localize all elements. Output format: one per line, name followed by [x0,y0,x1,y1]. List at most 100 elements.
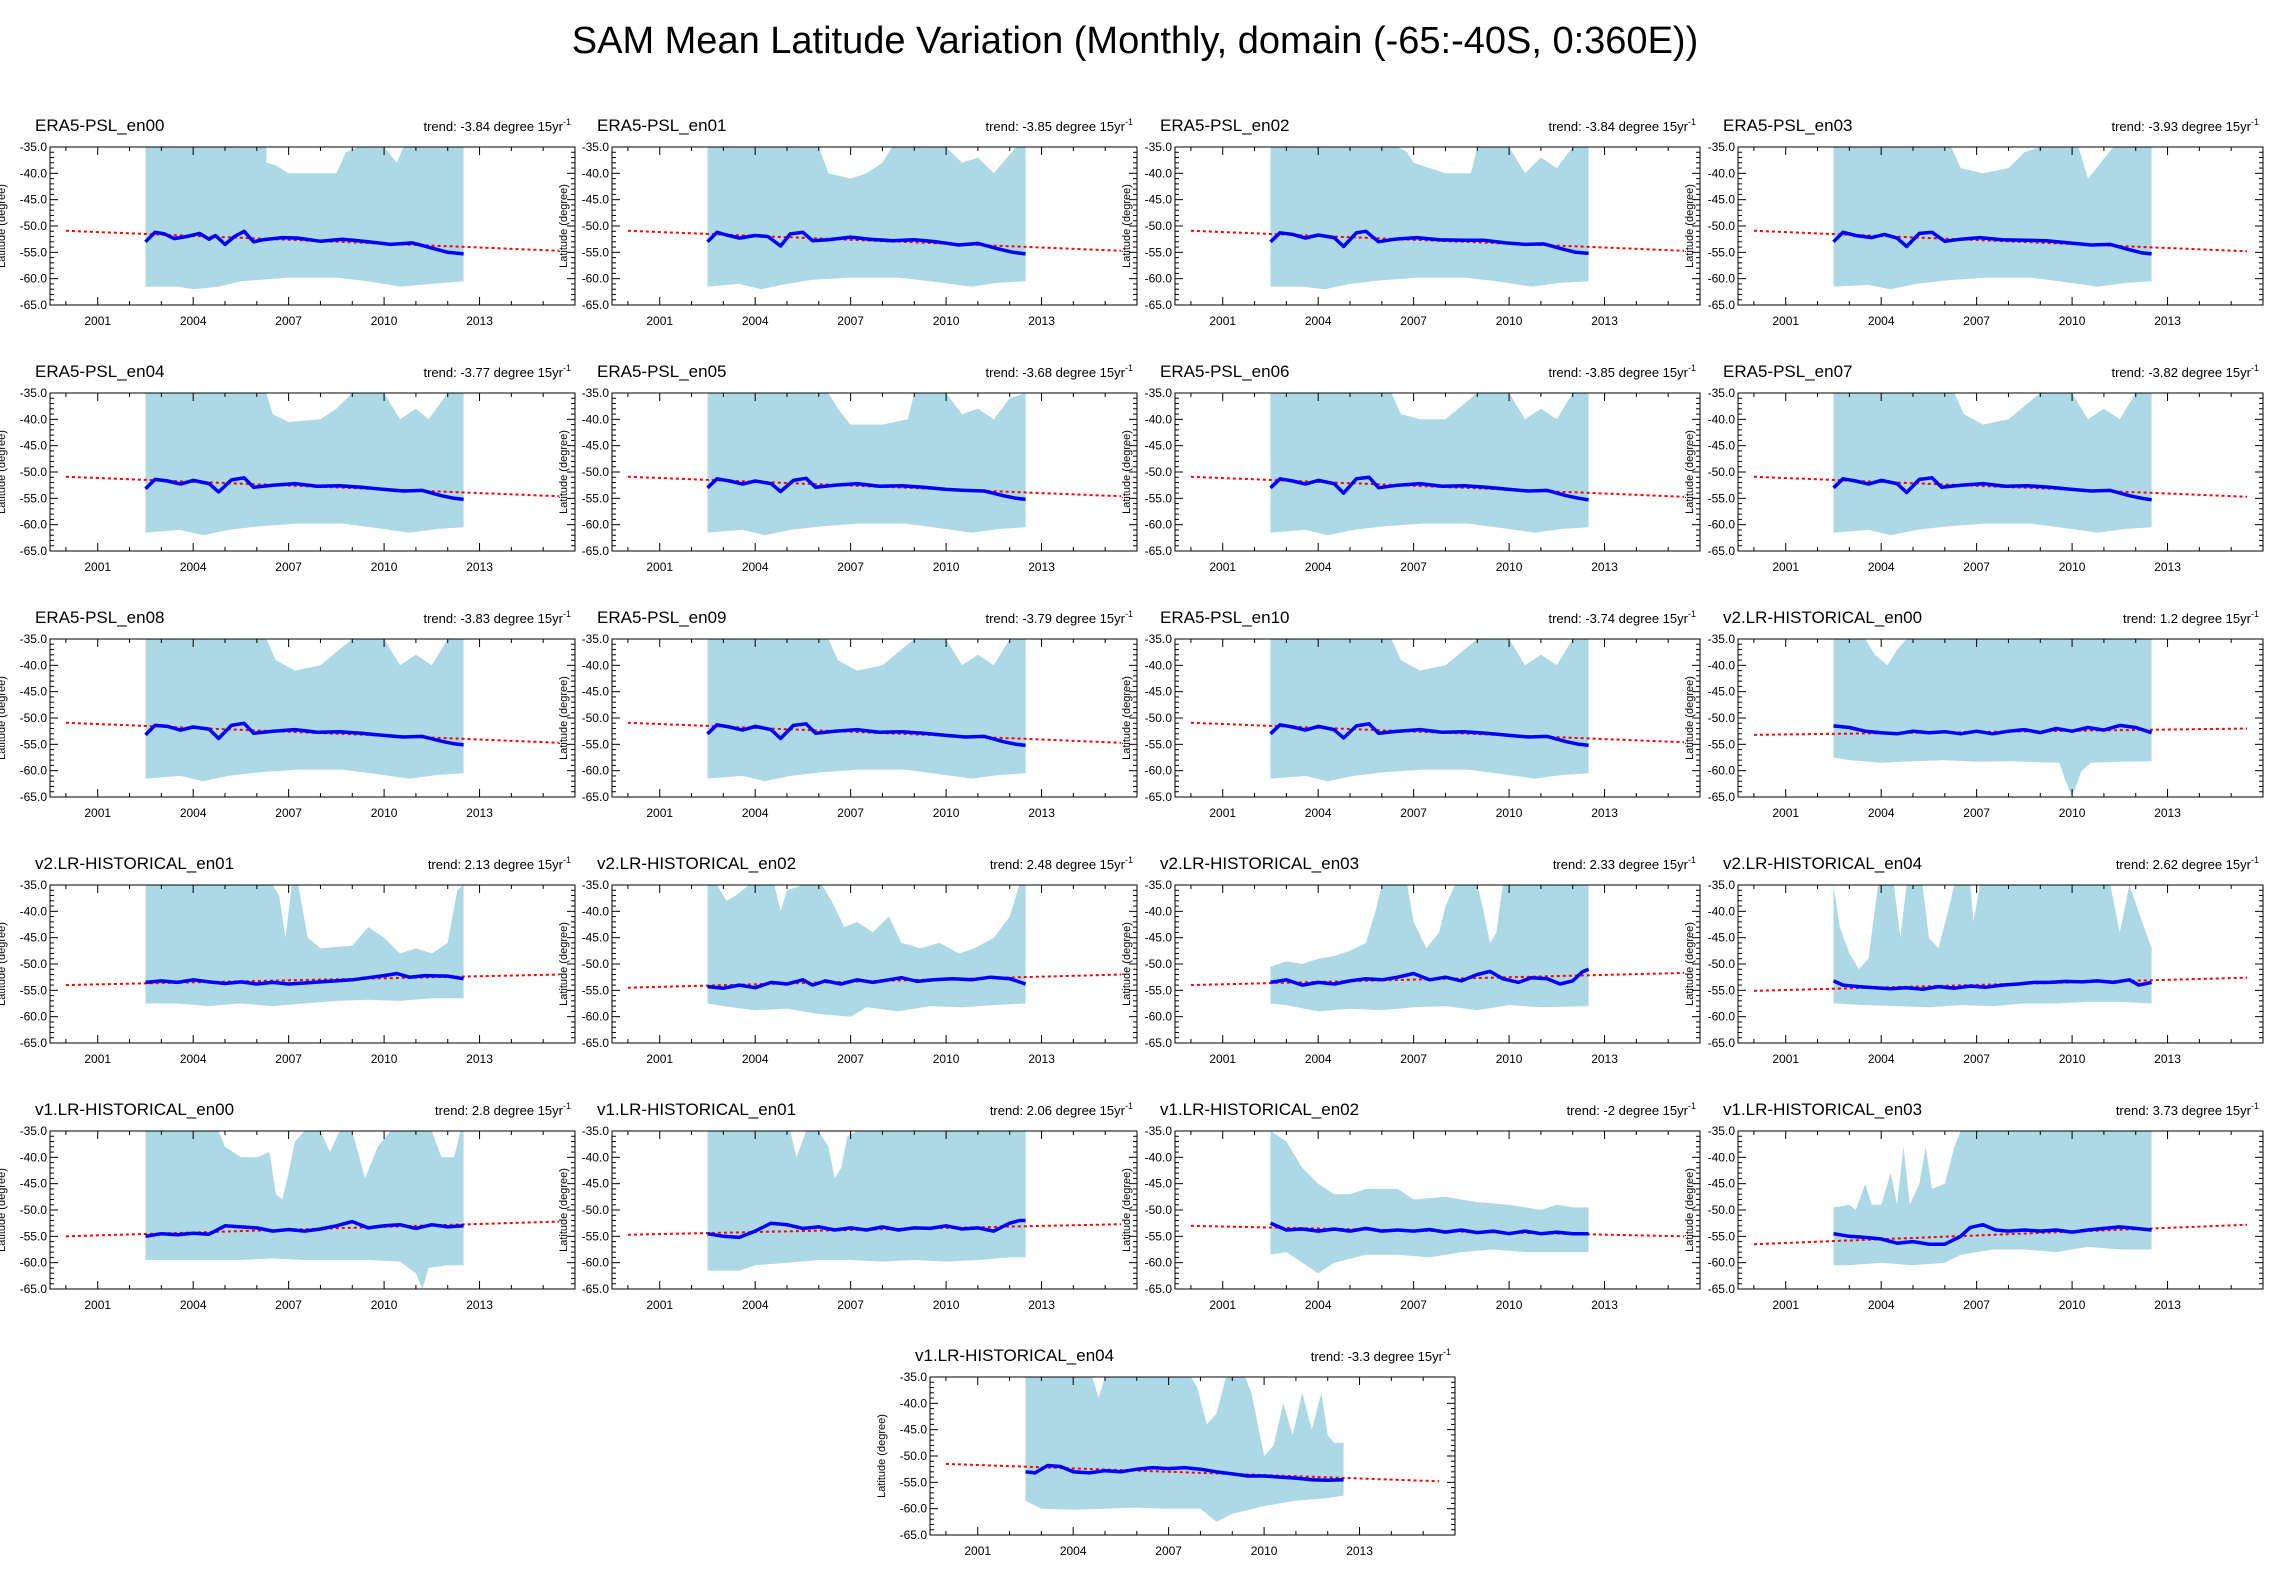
mean-line [144,476,464,502]
y-tick-label: -65.0 [20,544,48,558]
y-tick-label: -65.0 [1145,298,1173,312]
trend-prefix: trend: [423,365,460,380]
x-tick-label: 2004 [1868,560,1895,574]
y-tick-label: -55.0 [582,983,610,997]
trend-exponent: -1 [2251,609,2259,619]
x-tick-label: 2013 [1591,1298,1618,1312]
x-tick-label: 2001 [1209,1052,1236,1066]
x-tick-label: 2013 [2154,560,2181,574]
y-tick-label: -45.0 [582,193,610,207]
y-tick-label: -40.0 [582,1150,610,1164]
y-tick-label: -60.0 [20,518,48,532]
y-tick-label: -40.0 [582,166,610,180]
y-axis-label: Latitude (degree) [1121,184,1133,268]
trend-prefix: trend: [985,611,1022,626]
chart-panel: -35.0 -40.0 -45.0 -50.0 -55.0 -60.0 -65.0 2001 2… [558,116,1138,328]
x-tick-label: 2001 [1772,1052,1799,1066]
x-tick-label: 2013 [1028,560,1055,574]
y-tick-label: -40.0 [582,658,610,672]
trend-unit: degree 15yr [1052,365,1126,380]
x-tick-label: 2004 [1868,1298,1895,1312]
x-tick-label: 2010 [1496,1052,1523,1066]
mean-line [144,229,464,256]
panel-title: v1.LR-HISTORICAL_en03 [1723,1100,1922,1119]
y-tick-label: -65.0 [582,298,610,312]
y-tick-label: -40.0 [900,1396,928,1410]
y-tick-label: -45.0 [1708,193,1736,207]
panel-title: ERA5-PSL_en06 [1160,362,1289,381]
trend-value: -3.3 [1348,1349,1370,1364]
panel-title: v1.LR-HISTORICAL_en01 [597,1100,796,1119]
trend-value: -3.77 [460,365,490,380]
y-tick-label: -65.0 [900,1528,928,1542]
y-tick-label: -60.0 [1145,518,1173,532]
y-axis-label: Latitude (degree) [1121,1168,1133,1252]
x-tick-label: 2007 [275,806,302,820]
chart-panel: -35.0 -40.0 -45.0 -50.0 -55.0 -60.0 -65.0 2001 2… [558,1100,1138,1312]
y-axis-label: Latitude (degree) [1684,922,1696,1006]
y-tick-label: -55.0 [1708,245,1736,259]
mean-line [1269,475,1589,502]
y-tick-label: -50.0 [1145,957,1173,971]
x-tick-label: 2010 [2059,1052,2086,1066]
trend-value: 2.48 [1027,857,1052,872]
trend-label: trend: -3.77 degree 15yr-1 [423,363,571,380]
trend-line [1753,1223,2248,1246]
trend-unit: degree 15yr [1052,1103,1126,1118]
y-tick-label: -40.0 [1708,1150,1736,1164]
x-tick-label: 2004 [1060,1544,1087,1558]
trend-unit: degree 15yr [1615,857,1689,872]
x-tick-label: 2013 [1028,1052,1055,1066]
y-axis-label: Latitude (degree) [0,184,8,268]
mean-line [144,721,464,747]
chart-panel: -35.0 -40.0 -45.0 -50.0 -55.0 -60.0 -65.0 2001 2… [558,608,1138,820]
mean-line [1269,1221,1589,1236]
x-tick-label: 2004 [1305,560,1332,574]
mean-line [1832,230,2152,256]
trend-unit: degree 15yr [490,1103,564,1118]
trend-exponent: -1 [563,117,571,127]
y-tick-label: -65.0 [582,1282,610,1296]
y-tick-label: -55.0 [20,737,48,751]
mean-line [1832,476,2152,502]
x-tick-label: 2013 [2154,314,2181,328]
trend-value: -3.68 [1022,365,1052,380]
x-tick-label: 2010 [2059,806,2086,820]
x-tick-label: 2001 [84,314,111,328]
trend-label: trend: -3.85 degree 15yr-1 [1548,363,1696,380]
y-tick-label: -55.0 [900,1475,928,1489]
x-tick-label: 2010 [1496,560,1523,574]
trend-label: trend: 2.8 degree 15yr-1 [435,1101,571,1118]
x-tick-label: 2004 [1868,314,1895,328]
x-tick-label: 2004 [180,560,207,574]
y-tick-label: -50.0 [582,219,610,233]
y-tick-label: -60.0 [20,1256,48,1270]
trend-exponent: -1 [1688,609,1696,619]
trend-unit: degree 15yr [2178,1103,2252,1118]
x-tick-label: 2001 [646,560,673,574]
panel-title: ERA5-PSL_en04 [35,362,164,381]
panel-title: ERA5-PSL_en00 [35,116,164,135]
trend-exponent: -1 [563,609,571,619]
y-tick-label: -45.0 [582,931,610,945]
figure-title: SAM Mean Latitude Variation (Monthly, do… [571,20,1699,62]
x-tick-label: 2007 [837,1298,864,1312]
x-tick-label: 2004 [1868,806,1895,820]
x-tick-label: 2001 [84,1298,111,1312]
x-tick-label: 2010 [1496,806,1523,820]
x-tick-label: 2010 [933,806,960,820]
trend-unit: degree 15yr [1615,365,1689,380]
y-tick-label: -65.0 [1708,298,1736,312]
y-tick-label: -60.0 [1145,272,1173,286]
y-tick-label: -60.0 [1708,272,1736,286]
x-tick-label: 2013 [1346,1544,1373,1558]
y-tick-label: -60.0 [1145,1010,1173,1024]
y-tick-label: -35.0 [1708,140,1736,154]
trend-exponent: -1 [563,363,571,373]
trend-prefix: trend: [990,1103,1027,1118]
y-tick-label: -45.0 [582,439,610,453]
y-tick-label: -50.0 [1708,219,1736,233]
x-tick-label: 2007 [1963,1052,1990,1066]
x-tick-label: 2001 [1209,560,1236,574]
spread-band [1270,885,1589,1012]
